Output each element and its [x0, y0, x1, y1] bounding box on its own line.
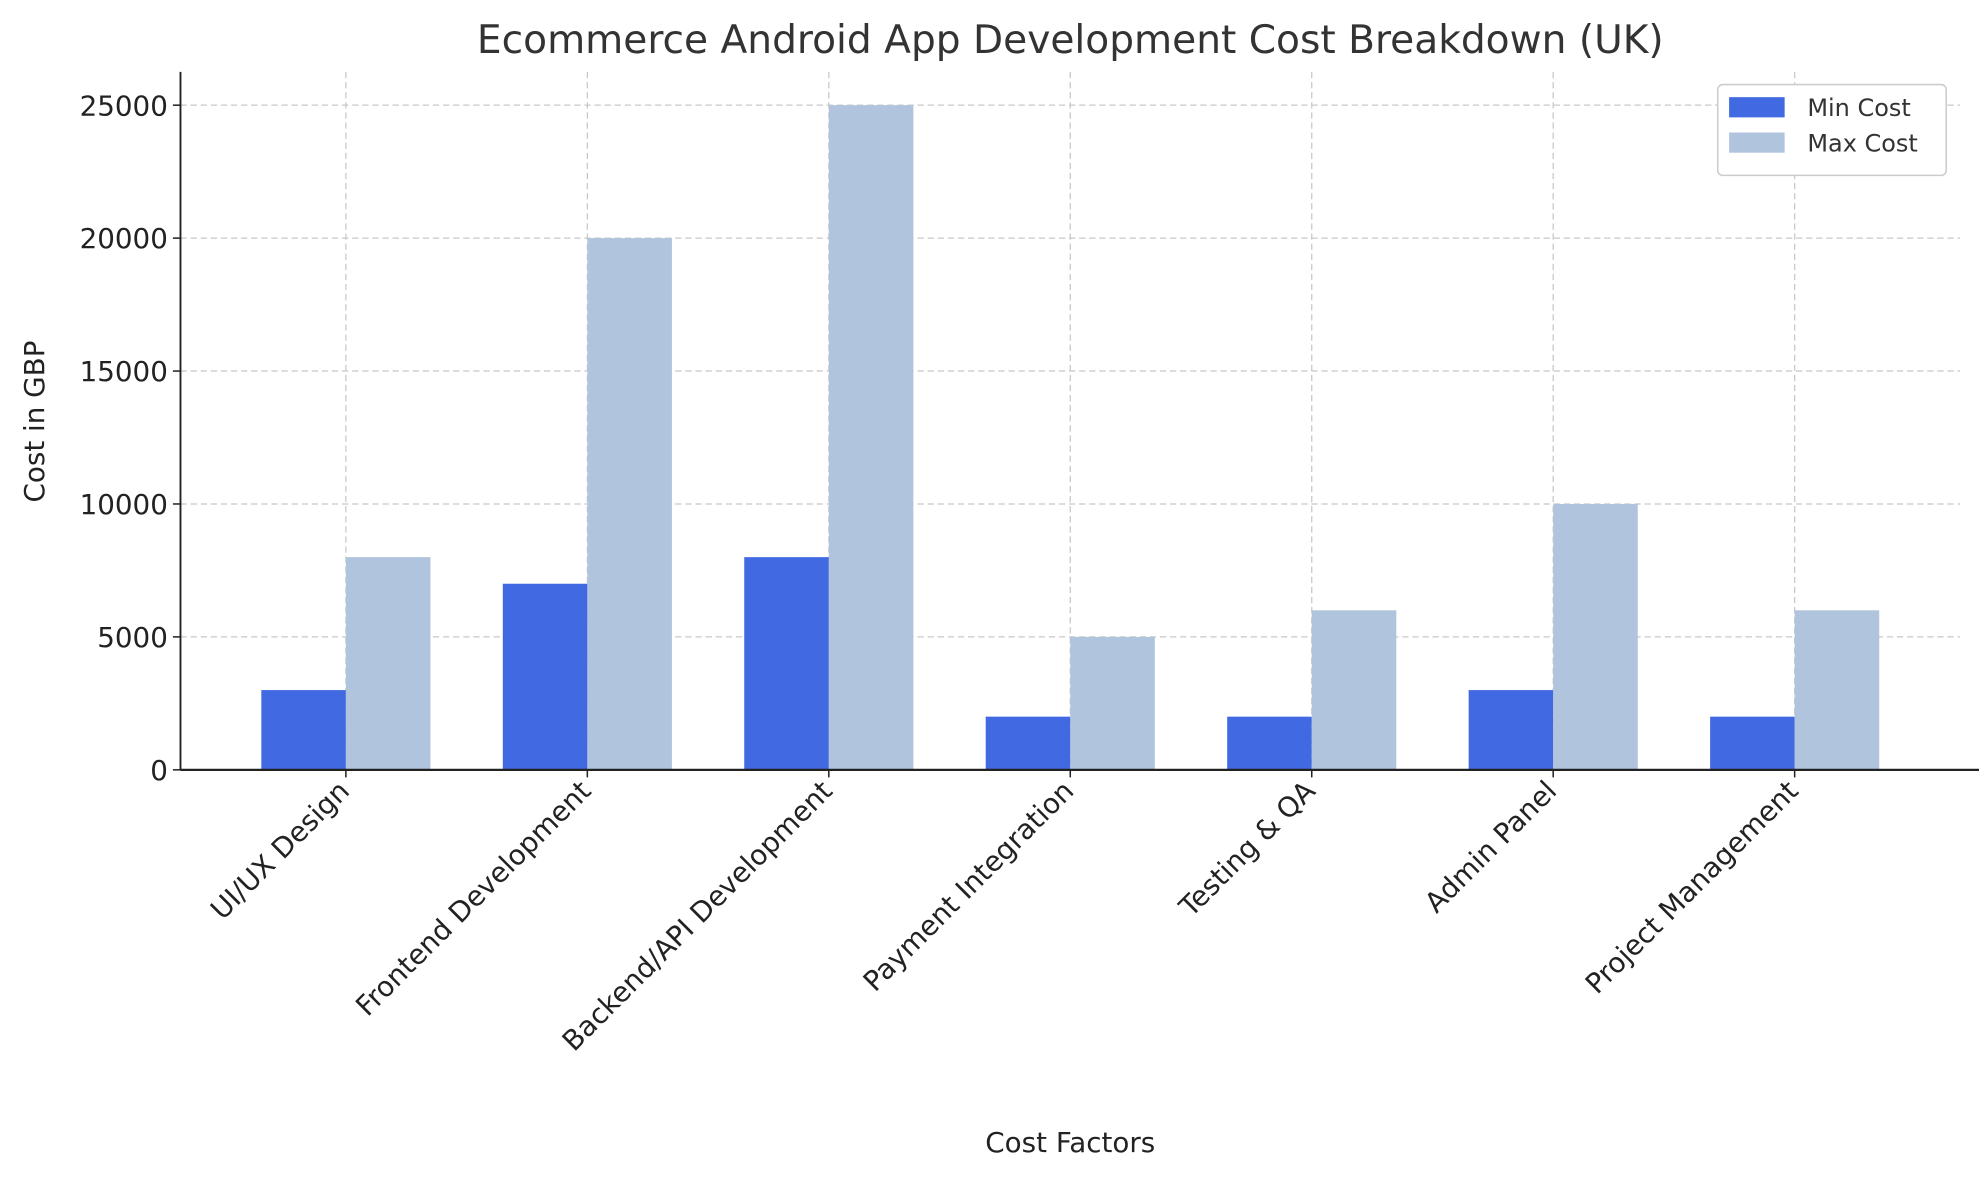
bar-min-cost [261, 690, 346, 770]
x-tick-label: Admin Panel [1418, 774, 1563, 919]
x-tick-label: Payment Integration [857, 774, 1081, 998]
bar-max-cost [1553, 503, 1638, 770]
axes [179, 71, 1979, 771]
y-tick-label: 5000 [97, 621, 168, 654]
bar-max-cost [345, 557, 431, 770]
legend-swatch [1729, 97, 1785, 118]
bar-max-cost [1311, 610, 1397, 770]
legend-swatch [1729, 132, 1785, 153]
y-tick-label: 15000 [80, 355, 168, 388]
x-tick-label: Backend/API Development [556, 774, 839, 1057]
x-axis-label: Cost Factors [985, 1126, 1155, 1159]
x-tick-label: UI/UX Design [204, 774, 356, 926]
bar-min-cost [502, 583, 588, 770]
bar-max-cost [1070, 636, 1155, 770]
y-ticks: 0 5000 10000 15000 20000 25000 [80, 89, 181, 787]
bar-max-cost [828, 105, 914, 770]
bar-max-cost [587, 238, 672, 770]
x-tick-label: Frontend Development [349, 774, 597, 1022]
legend-label: Min Cost [1807, 94, 1910, 122]
y-axis-label: Cost in GBP [18, 341, 51, 503]
x-tick-label: Testing & QA [1172, 774, 1322, 924]
bar-min-cost [1227, 716, 1312, 770]
legend: Min Cost Max Cost [1716, 83, 1947, 177]
bar-min-cost [744, 557, 829, 770]
bar-min-cost [1468, 690, 1554, 770]
chart-title: Ecommerce Android App Development Cost B… [477, 18, 1664, 63]
y-tick-label: 25000 [80, 89, 168, 122]
bar-min-cost [1710, 716, 1795, 770]
legend-label: Max Cost [1807, 129, 1917, 157]
bars [261, 105, 1880, 770]
y-tick-label: 20000 [80, 222, 168, 255]
bar-min-cost [985, 716, 1071, 770]
y-tick-label: 10000 [80, 488, 168, 521]
bar-max-cost [1794, 610, 1880, 770]
x-tick-label: Project Management [1579, 774, 1805, 1000]
y-tick-label: 0 [150, 754, 168, 787]
